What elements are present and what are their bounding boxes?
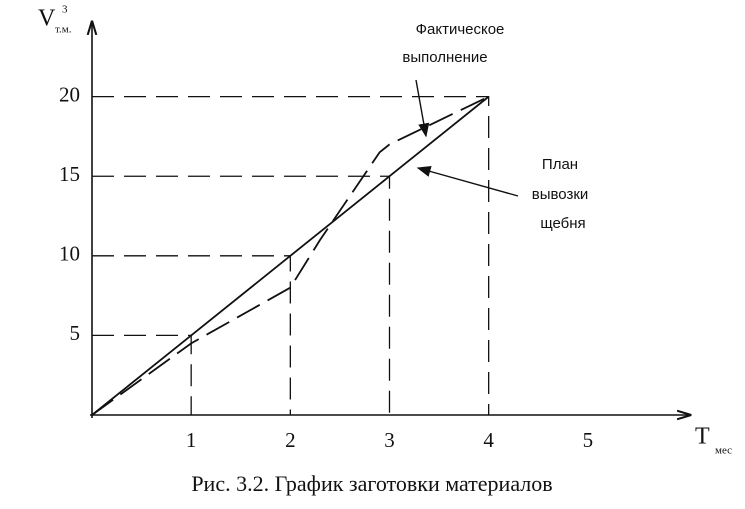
y-label-sub: т.м. xyxy=(55,24,72,36)
x-label-main: T xyxy=(695,424,710,450)
x-axis-label: T мес xyxy=(695,424,732,457)
caption: Рис. 3.2. График заготовки материалов xyxy=(191,471,552,496)
y-tick-label: 20 xyxy=(59,82,80,106)
annotation: выполнение xyxy=(402,49,487,66)
annotation: щебня xyxy=(540,215,585,232)
x-tick-label: 5 xyxy=(583,428,594,452)
y-tick-label: 15 xyxy=(59,162,80,186)
y-label-main: V xyxy=(38,6,56,32)
annotation: План xyxy=(542,156,578,173)
x-tick-label: 1 xyxy=(186,428,197,452)
y-axis-label: V т.м. 3 xyxy=(38,4,72,36)
y-tick-label: 10 xyxy=(59,242,80,266)
annotation: вывозки xyxy=(532,186,589,203)
y-tick-label: 5 xyxy=(70,321,81,345)
x-tick-label: 4 xyxy=(483,428,494,452)
guide-line xyxy=(92,95,490,415)
annotation-leader xyxy=(416,166,519,197)
x-tick-label: 3 xyxy=(384,428,395,452)
series-line xyxy=(91,95,490,416)
series-line xyxy=(91,95,490,416)
x-tick-label: 2 xyxy=(285,428,296,452)
annotation-leader xyxy=(415,79,430,138)
annotation: Фактическое xyxy=(416,21,505,38)
x-label-sub: мес xyxy=(715,445,732,457)
y-label-sup: 3 xyxy=(62,4,68,16)
